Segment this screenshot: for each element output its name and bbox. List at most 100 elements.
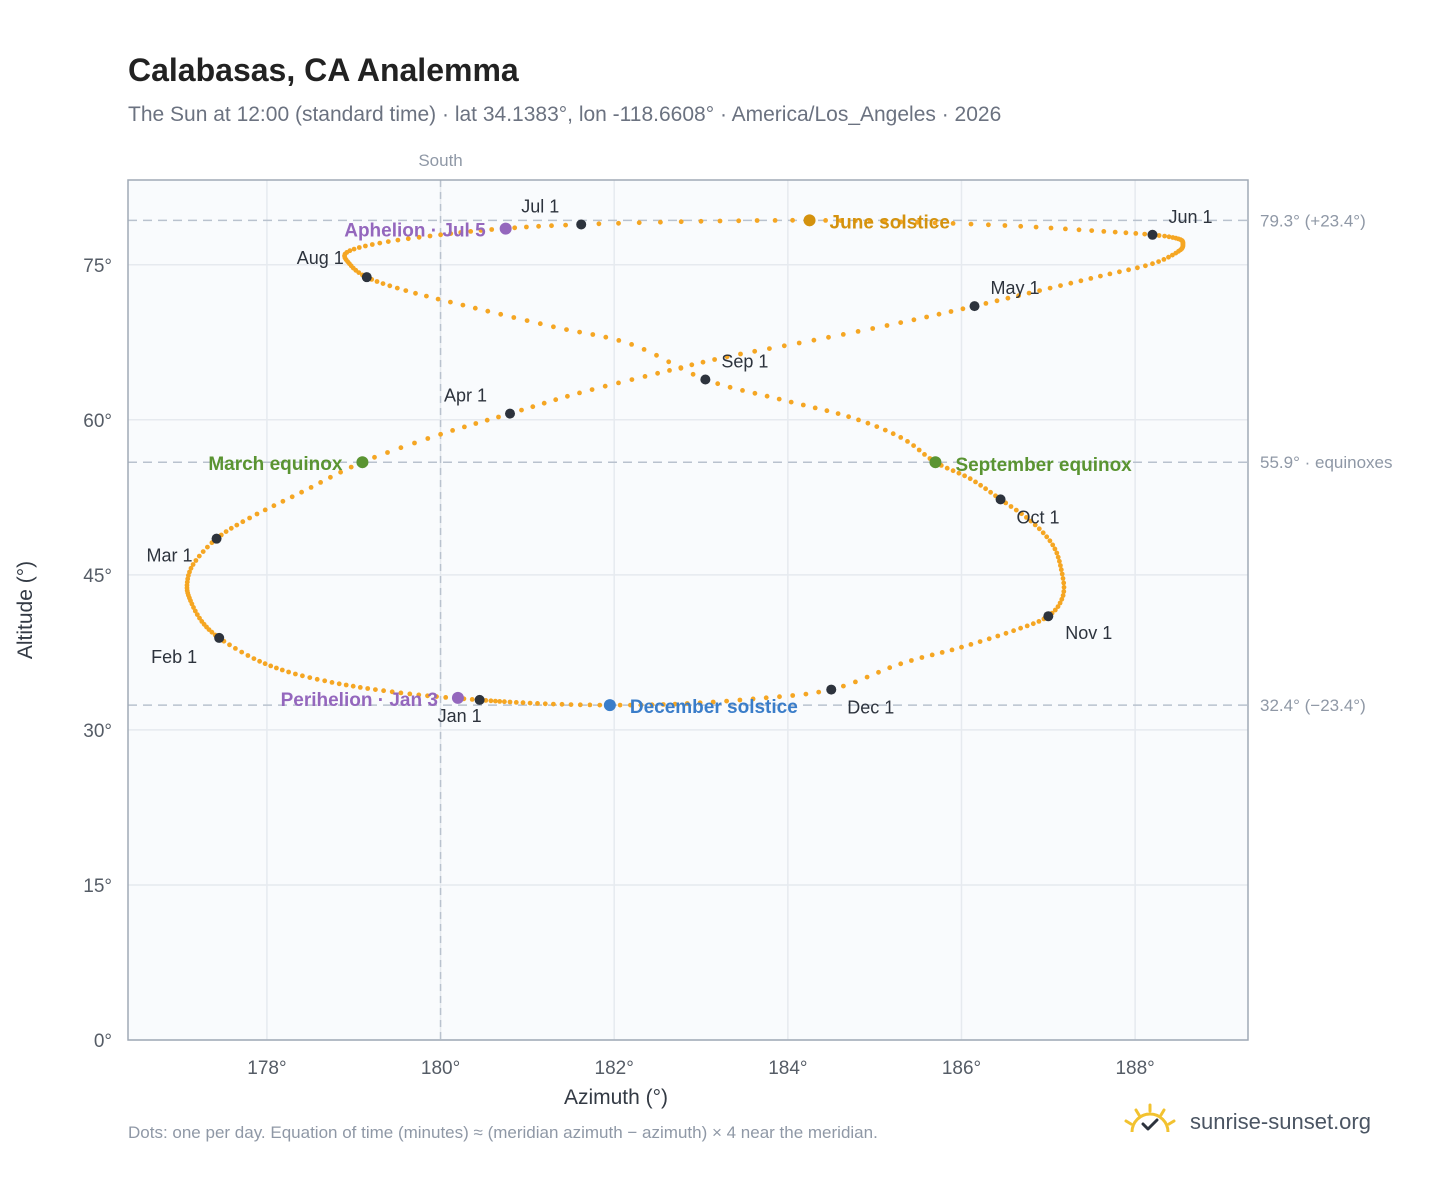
daily-sun-dot (1026, 290, 1032, 296)
daily-sun-dot (247, 515, 253, 521)
daily-sun-dot (398, 690, 404, 696)
daily-sun-dot (240, 519, 246, 525)
daily-sun-dot (589, 387, 595, 392)
daily-sun-dot (377, 240, 383, 246)
x-tick-label: 182° (595, 1058, 634, 1079)
daily-sun-dot (395, 237, 401, 243)
daily-sun-dot (462, 424, 467, 430)
daily-sun-dot (887, 665, 893, 671)
daily-sun-dot (846, 414, 851, 420)
daily-sun-dot (336, 681, 342, 687)
daily-sun-dot (568, 702, 574, 707)
daily-sun-dot (357, 685, 363, 690)
daily-sun-dot (387, 283, 393, 289)
daily-sun-dot (1013, 507, 1019, 513)
daily-sun-dot (478, 228, 484, 233)
daily-sun-dot (369, 242, 375, 247)
daily-sun-dot (968, 642, 974, 647)
daily-sun-dot (541, 400, 547, 406)
month-marker-dot (826, 684, 837, 695)
daily-sun-dot (638, 702, 644, 708)
daily-sun-dot (286, 669, 291, 675)
daily-sun-dot (385, 239, 391, 245)
month-marker-label: Aug 1 (297, 248, 344, 268)
daily-sun-dot (658, 219, 663, 225)
daily-sun-dot (394, 285, 400, 291)
daily-sun-dot (1052, 607, 1058, 613)
daily-sun-dot (750, 696, 756, 702)
daily-sun-dot (271, 503, 277, 509)
daily-sun-dot (956, 470, 962, 476)
event-marker-label: June solstice (830, 212, 950, 233)
daily-sun-dot (373, 687, 378, 692)
daily-sun-dot (796, 340, 802, 346)
daily-sun-dot (977, 639, 983, 644)
daily-sun-dot (407, 691, 413, 697)
reference-line-label: 55.9° · equinoxes (1260, 453, 1393, 472)
daily-sun-dot (549, 223, 554, 229)
daily-sun-dot (919, 655, 925, 660)
daily-sun-dot (767, 346, 772, 351)
daily-sun-dot (948, 309, 954, 314)
daily-sun-dot (1032, 522, 1038, 528)
month-marker-dot (505, 408, 516, 419)
daily-sun-dot (994, 298, 1000, 304)
daily-sun-dot (472, 305, 478, 311)
daily-sun-dot (800, 402, 806, 408)
daily-sun-dot (776, 396, 782, 402)
daily-sun-dot (826, 334, 831, 340)
plot-border (127, 179, 1249, 1041)
daily-sun-dot (1037, 288, 1042, 293)
daily-sun-dot (867, 218, 873, 224)
plot-area (128, 180, 1248, 1040)
daily-sun-dot (511, 315, 517, 320)
daily-sun-dot (434, 694, 439, 699)
daily-sun-dot (559, 701, 565, 707)
daily-sun-dot (983, 486, 988, 492)
daily-sun-dot (603, 334, 609, 340)
daily-sun-dot (351, 246, 357, 252)
month-marker-label: Jan 1 (438, 706, 482, 726)
daily-sun-dot (398, 445, 404, 451)
daily-sun-dot (223, 529, 229, 534)
daily-sun-dot (949, 647, 955, 653)
brand[interactable]: sunrise-sunset.org (1122, 1102, 1371, 1142)
month-marker-label: Jun 1 (1168, 207, 1212, 227)
daily-sun-dot (193, 558, 199, 563)
daily-sun-dot (617, 702, 623, 708)
daily-sun-dot (300, 673, 305, 679)
daily-sun-dot (448, 231, 454, 237)
daily-sun-dot (882, 219, 888, 224)
daily-sun-dot (308, 485, 314, 490)
daily-sun-dot (654, 352, 659, 358)
daily-sun-dot (690, 371, 696, 377)
daily-sun-dot (1058, 567, 1064, 573)
daily-sun-dot (1076, 227, 1082, 233)
daily-sun-dot (450, 428, 455, 433)
daily-sun-dot (200, 549, 206, 554)
daily-sun-dot (293, 671, 298, 677)
daily-sun-dot (1098, 273, 1103, 279)
x-tick-label: 184° (768, 1058, 807, 1079)
daily-sun-dot (936, 311, 942, 317)
month-marker-dot (1147, 229, 1158, 240)
daily-sun-dot (262, 661, 268, 667)
daily-sun-dot (228, 525, 234, 531)
daily-sun-dot (855, 329, 861, 334)
daily-sun-dot (922, 452, 927, 457)
daily-sun-dot (738, 351, 743, 357)
daily-sun-dot (678, 365, 684, 371)
daily-sun-dot (698, 218, 704, 224)
month-marker-label: May 1 (991, 278, 1040, 298)
daily-sun-dot (824, 408, 830, 414)
daily-sun-dot (438, 431, 443, 437)
daily-sun-dot (513, 700, 519, 705)
daily-sun-dot (380, 281, 386, 286)
daily-sun-dot (512, 225, 518, 231)
daily-sun-dot (1162, 233, 1167, 239)
daily-sun-dot (1054, 550, 1060, 556)
month-marker-dot (214, 632, 225, 643)
daily-sun-dot (1126, 267, 1131, 273)
sun-logo-icon (1124, 1103, 1176, 1133)
